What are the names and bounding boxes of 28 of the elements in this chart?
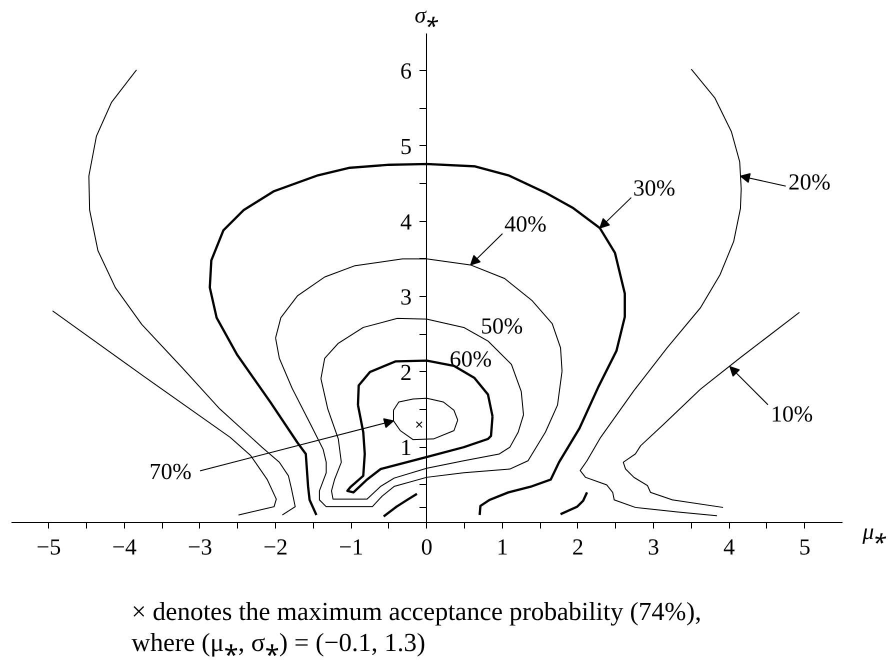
x-tick-label: 1: [496, 534, 508, 560]
annotation: 30%: [633, 176, 676, 201]
x-tick-label: 0: [421, 534, 432, 560]
x-tick-label: −3: [188, 534, 212, 560]
annotation: 10%: [770, 402, 813, 427]
y-tick-label: 2: [400, 360, 412, 385]
x-tick-label: −1: [338, 534, 364, 560]
annotation: 20%: [788, 170, 831, 195]
y-tick-label: 5: [400, 134, 412, 159]
x-tick-label: −5: [36, 534, 62, 560]
annotation: 50%: [480, 313, 523, 338]
y-tick-label: 4: [400, 209, 412, 234]
x-tick-label: −2: [263, 534, 288, 560]
text: where (μ⁎, σ⁎) = (−0.1, 1.3): [132, 628, 426, 657]
y-tick-label: 1: [400, 435, 412, 460]
y-tick-label: 6: [400, 58, 412, 84]
x-tick-label: 3: [648, 534, 660, 560]
y-axis-title: σ⁎: [414, 2, 439, 28]
y-tick-label: 3: [400, 284, 412, 310]
x-tick-label: 2: [572, 534, 584, 560]
annotation: 60%: [450, 346, 492, 372]
x-axis-title: μ⁎: [862, 519, 888, 544]
x-tick-label: 5: [798, 534, 810, 560]
x-tick-label: −4: [112, 534, 138, 560]
text: × denotes the maximum acceptance probability (74%),: [132, 597, 702, 626]
annotation: 40%: [504, 212, 547, 237]
x-tick-label: 4: [723, 534, 736, 560]
annotation: 70%: [149, 459, 192, 484]
